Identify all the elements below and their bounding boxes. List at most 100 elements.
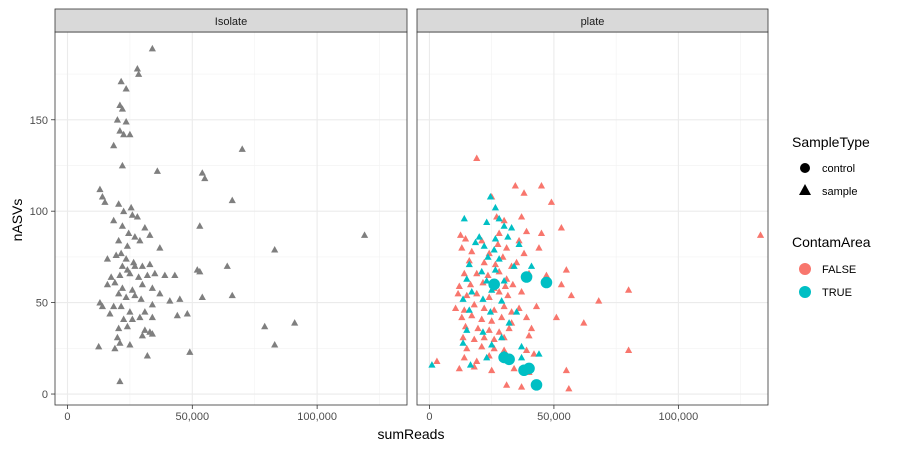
data-point	[523, 362, 535, 375]
data-point	[470, 363, 478, 370]
data-point	[455, 364, 463, 372]
data-point	[128, 286, 136, 293]
data-point	[198, 169, 206, 176]
data-point	[115, 200, 123, 207]
data-point	[503, 244, 511, 251]
data-point	[522, 227, 531, 235]
data-point	[127, 203, 135, 211]
data-point	[490, 306, 498, 313]
data-point	[455, 282, 463, 290]
data-point	[123, 266, 131, 273]
data-point	[468, 247, 476, 255]
data-point	[120, 315, 128, 322]
data-point	[486, 308, 495, 315]
x-tick-label: 0	[64, 411, 70, 423]
data-point	[456, 231, 465, 238]
data-point	[451, 304, 460, 311]
data-point	[504, 291, 512, 299]
data-point	[495, 328, 503, 335]
data-point	[126, 269, 134, 277]
data-point	[148, 313, 156, 321]
data-point	[507, 308, 516, 315]
data-point	[115, 236, 123, 244]
data-point	[261, 322, 269, 330]
data-point	[465, 260, 473, 268]
data-point	[148, 330, 156, 337]
data-point	[520, 189, 528, 196]
data-point	[483, 277, 491, 284]
data-point	[504, 233, 512, 240]
data-point	[535, 244, 543, 251]
data-point	[517, 353, 526, 361]
data-point	[133, 64, 141, 72]
data-point	[470, 335, 478, 343]
data-point	[458, 313, 466, 321]
data-point	[183, 309, 191, 317]
y-axis: 0 50 100 150	[30, 115, 55, 401]
data-point	[466, 361, 475, 368]
data-point	[488, 366, 496, 374]
facet-label-isolate: Isolate	[215, 16, 247, 28]
data-point	[537, 229, 546, 237]
data-point	[115, 324, 123, 332]
data-point	[153, 167, 161, 174]
data-point	[470, 300, 478, 308]
plate-strip	[416, 8, 769, 33]
data-point	[116, 271, 124, 279]
data-point	[480, 304, 488, 311]
data-point	[484, 271, 492, 279]
data-point	[128, 211, 136, 218]
data-point	[463, 326, 471, 333]
legend-label-true: TRUE	[822, 287, 852, 299]
data-point	[201, 174, 209, 182]
data-point	[479, 278, 487, 286]
data-point	[138, 280, 146, 288]
x-tick-label: 100,000	[297, 411, 337, 423]
legend-label-sample: sample	[822, 186, 857, 198]
data-point	[490, 344, 498, 352]
data-point	[118, 262, 127, 269]
data-point	[96, 299, 104, 306]
data-point	[107, 273, 115, 280]
data-point	[491, 203, 500, 211]
legend-label-control: control	[822, 163, 855, 175]
data-point	[113, 333, 122, 341]
x-tick-label: 50,000	[537, 411, 571, 423]
data-point	[433, 357, 441, 364]
data-point	[480, 242, 488, 249]
data-point	[148, 44, 156, 52]
data-point	[552, 313, 561, 321]
data-point	[567, 291, 575, 299]
data-point	[473, 269, 481, 277]
data-point	[488, 278, 500, 291]
data-point	[475, 233, 483, 240]
data-point	[138, 262, 146, 269]
data-point	[498, 297, 506, 304]
data-point	[459, 333, 467, 341]
data-point	[474, 324, 482, 332]
data-point	[466, 280, 475, 288]
y-tick-label: 50	[36, 298, 48, 310]
data-point	[479, 295, 487, 302]
data-point	[228, 196, 236, 204]
data-point	[511, 181, 519, 189]
data-point	[501, 282, 509, 290]
data-point	[495, 288, 503, 295]
data-point	[512, 308, 521, 315]
data-point	[478, 315, 486, 322]
data-point	[115, 289, 123, 297]
data-point	[166, 297, 174, 304]
data-point	[465, 256, 473, 264]
facet-label-plate: plate	[581, 16, 605, 28]
data-point	[517, 342, 526, 350]
data-point	[624, 346, 633, 354]
data-point	[122, 293, 130, 301]
data-point	[123, 242, 131, 249]
data-point	[479, 328, 487, 335]
data-point	[503, 353, 515, 366]
data-point	[495, 214, 503, 222]
data-point	[137, 295, 145, 302]
data-point	[123, 322, 131, 330]
data-point	[473, 289, 481, 297]
data-point	[624, 286, 633, 293]
